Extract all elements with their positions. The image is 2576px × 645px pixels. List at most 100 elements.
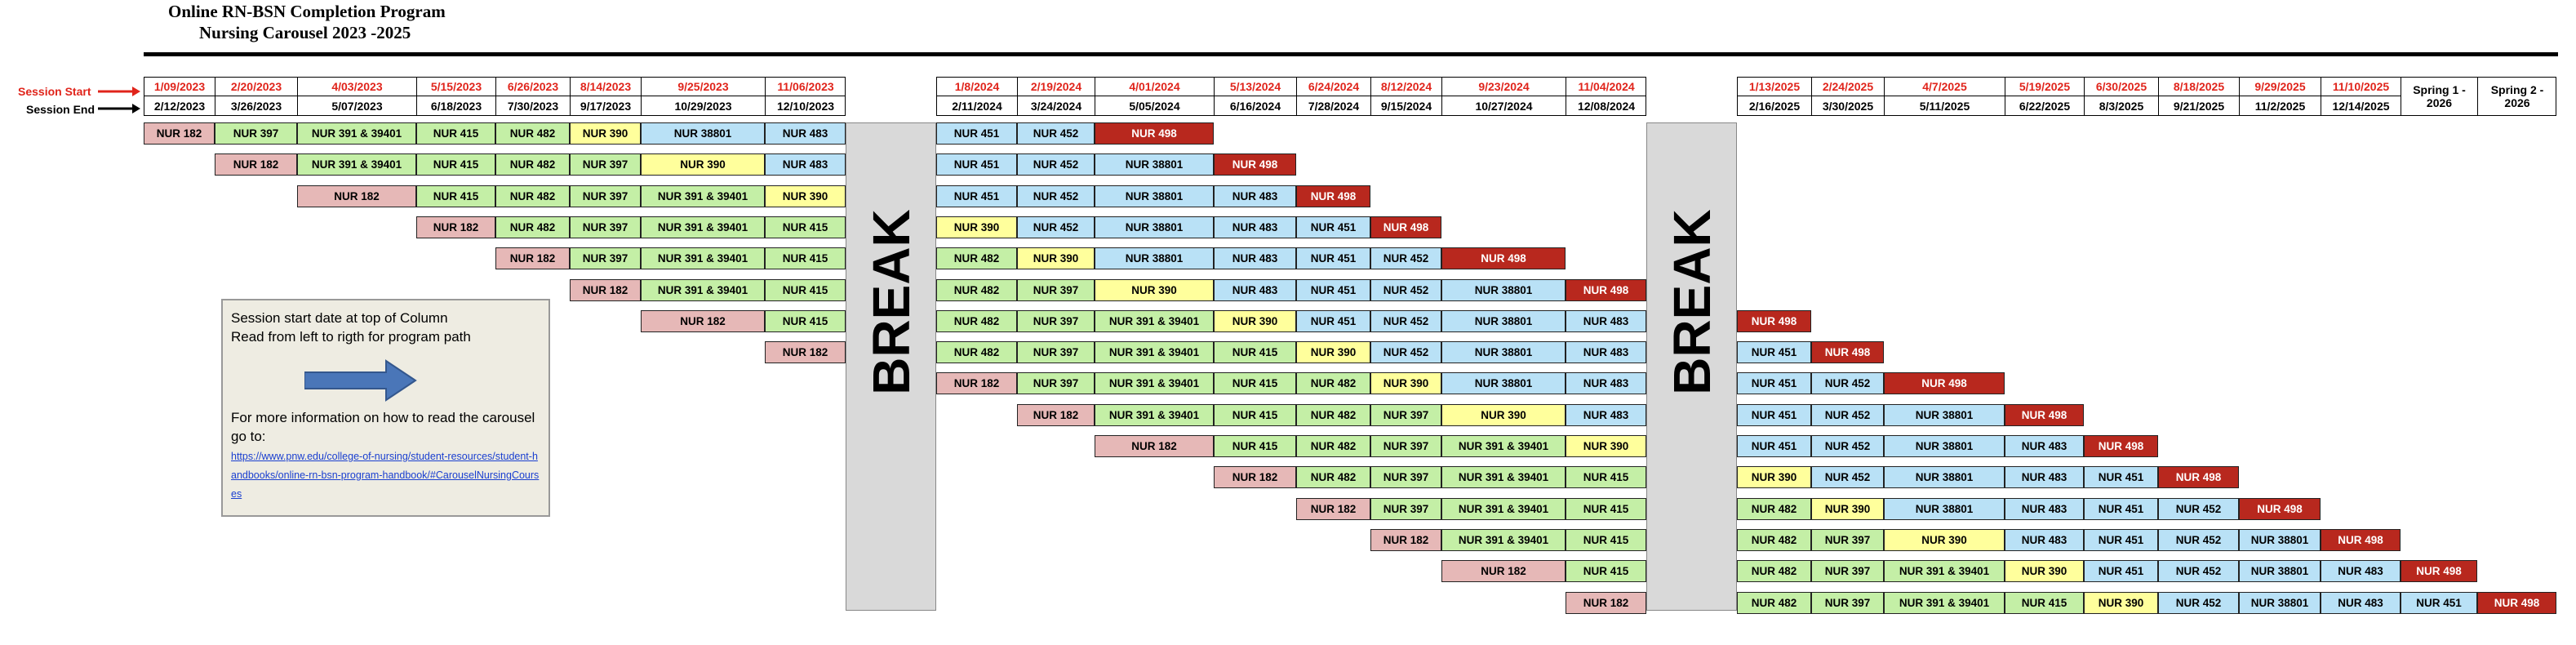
course-cell: NUR 482 <box>495 185 570 207</box>
session-end: 10/29/2023 <box>641 96 765 116</box>
course-cell: NUR 451 <box>2401 591 2477 614</box>
course-cell: NUR 182 <box>641 309 765 332</box>
course-cell: NUR 415 <box>765 247 846 270</box>
note-link[interactable]: https://www.pnw.edu/college-of-nursing/s… <box>231 451 540 500</box>
session-end: 12/10/2023 <box>765 96 846 116</box>
course-cell: NUR 482 <box>1737 528 1811 551</box>
session-end-label: Session End <box>26 103 95 116</box>
course-cell: NUR 397 <box>1017 372 1095 395</box>
session-start: 1/13/2025 <box>1737 77 1811 96</box>
course-cell: NUR 390 <box>1441 403 1566 426</box>
course-cell: NUR 391 & 39401 <box>1095 341 1214 364</box>
course-cell: NUR 397 <box>1017 309 1095 332</box>
course-cell: NUR 182 <box>765 341 846 364</box>
course-cell: NUR 452 <box>1370 309 1441 332</box>
course-cell: NUR 415 <box>1566 466 1646 489</box>
course-cell: NUR 482 <box>1737 497 1811 520</box>
session-start: 8/14/2023 <box>570 77 641 96</box>
header-arrows <box>98 87 140 113</box>
course-cell: NUR 397 <box>1017 278 1095 301</box>
course-cell: NUR 390 <box>936 216 1017 238</box>
course-cell: NUR 391 & 39401 <box>641 278 765 301</box>
course-cell: NUR 391 & 39401 <box>641 185 765 207</box>
course-cell: NUR 498 <box>2005 403 2084 426</box>
course-cell: NUR 182 <box>1017 403 1095 426</box>
session-end: 9/21/2025 <box>2158 96 2239 116</box>
course-cell: NUR 451 <box>1296 216 1370 238</box>
course-cell: NUR 397 <box>1370 435 1441 457</box>
session-start: 1/09/2023 <box>144 77 215 96</box>
session-start: 9/25/2023 <box>641 77 765 96</box>
course-cell: NUR 38801 <box>1095 247 1214 270</box>
course-cell: NUR 390 <box>1737 466 1811 489</box>
course-cell: NUR 182 <box>1370 528 1441 551</box>
course-cell: NUR 397 <box>215 122 297 145</box>
session-start: 6/30/2025 <box>2084 77 2158 96</box>
course-cell: NUR 451 <box>1296 278 1370 301</box>
note-more: For more information on how to read the … <box>231 410 535 444</box>
course-cell: NUR 452 <box>1017 185 1095 207</box>
course-cell: NUR 483 <box>1214 185 1296 207</box>
course-cell: NUR 415 <box>1214 341 1296 364</box>
course-cell: NUR 482 <box>1296 403 1370 426</box>
course-cell: NUR 482 <box>1296 372 1370 395</box>
course-cell: NUR 452 <box>2158 528 2239 551</box>
title: Online RN-BSN Completion Program <box>168 2 446 21</box>
course-cell: NUR 498 <box>1296 185 1370 207</box>
course-cell: NUR 38801 <box>1441 278 1566 301</box>
course-cell: NUR 483 <box>2005 435 2084 457</box>
course-cell: NUR 483 <box>2005 497 2084 520</box>
course-cell: NUR 415 <box>1566 497 1646 520</box>
course-cell: NUR 391 & 39401 <box>1441 528 1566 551</box>
session-start: 8/18/2025 <box>2158 77 2239 96</box>
session-end: 5/07/2023 <box>297 96 416 116</box>
course-cell: NUR 415 <box>765 309 846 332</box>
course-cell: NUR 182 <box>297 185 416 207</box>
course-cell: NUR 397 <box>1811 560 1884 583</box>
course-cell: NUR 397 <box>1370 466 1441 489</box>
course-cell: NUR 452 <box>2158 497 2239 520</box>
break-column <box>1646 122 1737 611</box>
session-start: 2/24/2025 <box>1811 77 1884 96</box>
course-cell: NUR 415 <box>765 278 846 301</box>
note-box: Session start date at top of Column Read… <box>221 299 550 517</box>
course-cell: NUR 391 & 39401 <box>1441 435 1566 457</box>
course-cell: NUR 182 <box>1095 435 1214 457</box>
note-line: Session start date at top of Column <box>231 310 448 326</box>
session-start: 5/19/2025 <box>2005 77 2084 96</box>
course-cell: NUR 390 <box>1811 497 1884 520</box>
course-cell: NUR 390 <box>641 153 765 176</box>
course-cell: NUR 391 & 39401 <box>641 247 765 270</box>
course-cell: NUR 415 <box>1214 435 1296 457</box>
course-cell: NUR 451 <box>1296 309 1370 332</box>
course-cell: NUR 451 <box>1737 435 1811 457</box>
break-label: BREAK <box>1662 209 1721 395</box>
course-cell: NUR 390 <box>1095 278 1214 301</box>
course-cell: NUR 38801 <box>1095 216 1214 238</box>
session-start: 4/7/2025 <box>1884 77 2005 96</box>
session-start: 4/03/2023 <box>297 77 416 96</box>
course-cell: NUR 482 <box>1737 591 1811 614</box>
course-cell: NUR 482 <box>495 153 570 176</box>
course-cell: NUR 483 <box>2321 591 2401 614</box>
session-start: 4/01/2024 <box>1095 77 1214 96</box>
course-cell: NUR 38801 <box>2239 560 2321 583</box>
course-cell: NUR 483 <box>1214 216 1296 238</box>
course-cell: NUR 415 <box>1214 372 1296 395</box>
course-cell: NUR 482 <box>495 216 570 238</box>
course-cell: NUR 451 <box>1737 403 1811 426</box>
course-cell: NUR 452 <box>1370 341 1441 364</box>
session-start: 6/26/2023 <box>495 77 570 96</box>
course-cell: NUR 38801 <box>1884 497 2005 520</box>
course-cell: NUR 451 <box>936 122 1017 145</box>
course-cell: NUR 482 <box>1296 466 1370 489</box>
course-cell: NUR 498 <box>2401 560 2477 583</box>
course-cell: NUR 452 <box>1811 403 1884 426</box>
course-cell: NUR 451 <box>936 185 1017 207</box>
session-end: 5/11/2025 <box>1884 96 2005 116</box>
course-cell: NUR 498 <box>2477 591 2556 614</box>
course-cell: NUR 182 <box>570 278 641 301</box>
course-cell: NUR 391 & 39401 <box>641 216 765 238</box>
course-cell: NUR 483 <box>2321 560 2401 583</box>
course-cell: NUR 38801 <box>1884 435 2005 457</box>
